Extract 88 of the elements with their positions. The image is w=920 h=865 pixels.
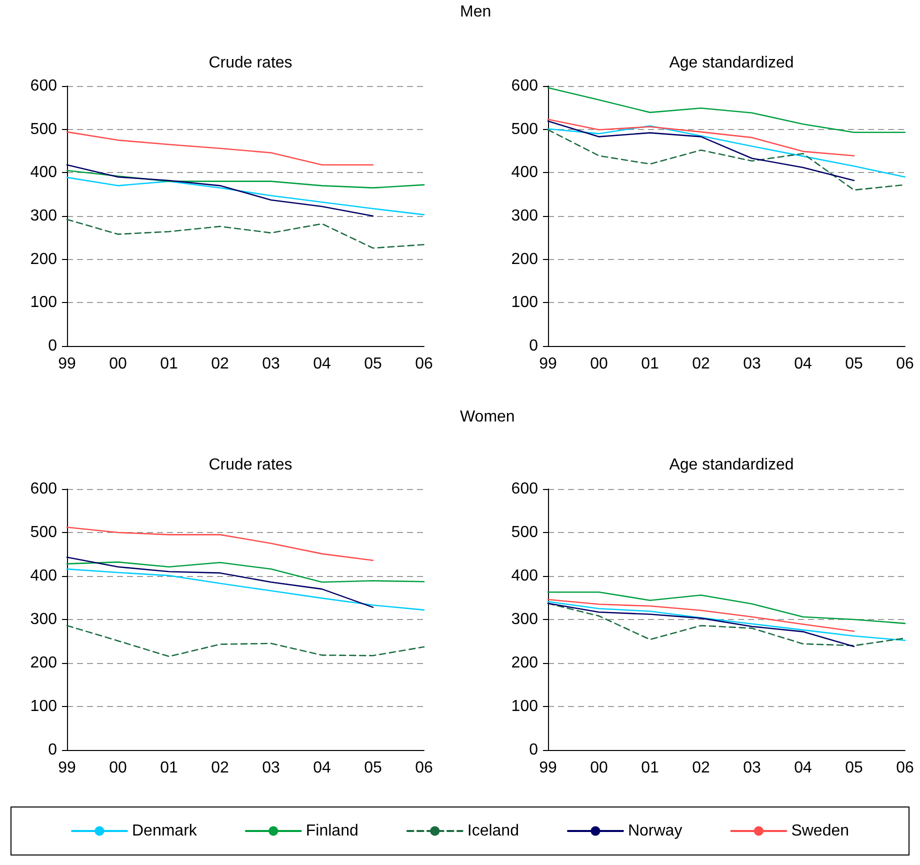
x-tick-label: 01	[641, 356, 659, 372]
y-tick-label: 400	[30, 568, 58, 584]
x-tick-label: 99	[58, 760, 76, 776]
y-tick-label: 200	[511, 654, 538, 672]
line-series	[547, 87, 906, 134]
x-tick-label: 04	[794, 356, 812, 372]
line-series	[66, 164, 374, 217]
line-series	[66, 170, 425, 188]
x-tick-label: 06	[415, 356, 433, 372]
chart-title: Crude rates	[208, 54, 292, 72]
x-tick-label: 04	[794, 760, 812, 776]
y-tick-label: 300	[30, 208, 58, 224]
line-series	[66, 561, 425, 583]
x-tick-label: 00	[109, 356, 127, 372]
chart-title: Age standardized	[669, 456, 794, 474]
y-tick-label: 600	[30, 78, 58, 94]
y-tick-label: 100	[511, 698, 538, 715]
x-tick-label: 02	[692, 760, 710, 776]
x-tick-label: 03	[262, 760, 280, 776]
x-tick-label: 99	[539, 356, 557, 372]
line-series	[66, 556, 374, 608]
x-tick-label: 01	[160, 356, 178, 372]
x-tick-label: 05	[364, 760, 382, 776]
x-tick-label: 05	[845, 356, 863, 372]
y-tick-label: 400	[511, 568, 538, 584]
x-tick-label: 00	[590, 356, 608, 372]
y-tick-label: 600	[511, 480, 538, 498]
x-tick-label: 99	[58, 356, 76, 372]
x-tick-label: 05	[364, 356, 382, 372]
x-tick-label: 03	[743, 760, 761, 776]
line-series	[547, 602, 855, 648]
line-series	[547, 118, 855, 156]
line-series	[66, 526, 374, 561]
chart-title: Age standardized	[669, 54, 794, 72]
y-tick-label: 300	[511, 611, 538, 628]
y-tick-label: 0	[529, 338, 538, 354]
legend-label: Iceland	[467, 822, 519, 840]
chart-title: Crude rates	[208, 456, 292, 474]
x-tick-label: 04	[313, 356, 331, 372]
line-series	[66, 568, 425, 611]
y-tick-label: 100	[30, 698, 58, 715]
line-series	[66, 624, 425, 658]
line-series	[547, 598, 855, 632]
legend-label: Sweden	[791, 822, 850, 840]
x-tick-label: 02	[211, 760, 229, 776]
x-tick-label: 04	[313, 760, 331, 776]
x-tick-label: 01	[641, 760, 659, 776]
y-tick-label: 200	[30, 654, 58, 672]
y-tick-label: 500	[511, 120, 538, 138]
text: Women	[460, 408, 515, 426]
x-tick-label: 99	[539, 760, 557, 776]
legend-label: Finland	[306, 822, 358, 840]
y-tick-label: 0	[529, 742, 538, 758]
line-series	[547, 591, 906, 624]
y-tick-label: 500	[30, 524, 58, 541]
y-tick-label: 200	[30, 250, 58, 268]
y-tick-label: 0	[48, 338, 58, 354]
y-tick-label: 400	[30, 164, 58, 182]
x-tick-label: 02	[211, 356, 229, 372]
line-series	[547, 125, 906, 178]
x-tick-label: 01	[160, 760, 178, 776]
y-tick-label: 500	[511, 524, 538, 541]
line-series	[66, 176, 425, 216]
x-tick-label: 06	[415, 760, 433, 776]
y-tick-label: 600	[511, 78, 538, 94]
y-tick-label: 400	[511, 164, 538, 182]
legend-label: Norway	[628, 822, 682, 840]
x-tick-label: 00	[590, 760, 608, 776]
x-tick-label: 06	[896, 760, 914, 776]
x-tick-label: 05	[845, 760, 863, 776]
y-tick-label: 300	[511, 208, 538, 224]
line-series	[66, 131, 374, 166]
line-series	[547, 120, 855, 182]
legend-label: Denmark	[132, 822, 198, 840]
y-tick-label: 200	[511, 250, 538, 268]
line-series	[66, 218, 425, 249]
y-tick-label: 600	[30, 480, 58, 498]
y-tick-label: 100	[30, 294, 58, 312]
y-tick-label: 500	[30, 120, 58, 138]
x-tick-label: 03	[743, 356, 761, 372]
y-tick-label: 0	[48, 742, 58, 758]
text: Men	[460, 4, 492, 20]
x-tick-label: 03	[262, 356, 280, 372]
x-tick-label: 06	[896, 356, 914, 372]
y-tick-label: 100	[511, 294, 538, 312]
x-tick-label: 00	[109, 760, 127, 776]
y-tick-label: 300	[30, 611, 58, 628]
x-tick-label: 02	[692, 356, 710, 372]
